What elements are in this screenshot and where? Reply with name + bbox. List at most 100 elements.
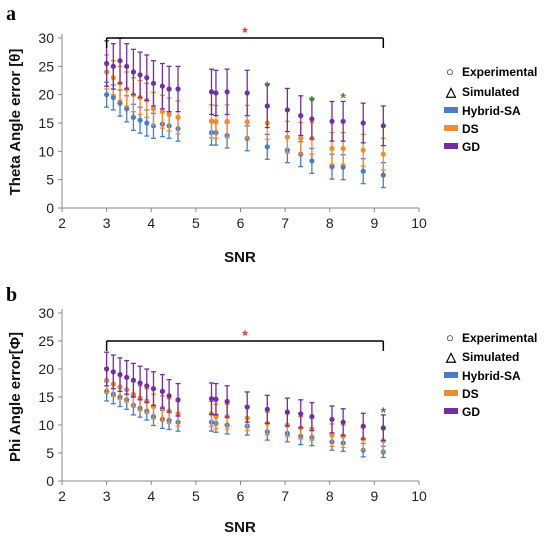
panel-b-point-gd	[340, 419, 346, 425]
panel-b-x-tick-label: 5	[192, 488, 200, 504]
panel-b-legend: ○ Experimental △ Simulated Hybrid-SA DS …	[444, 330, 537, 419]
legend-a-gd-swatch	[444, 143, 458, 149]
panel-a-point-hybrid	[110, 94, 116, 101]
panel-b-point-ds	[329, 432, 335, 438]
panel-a-significance-star: *	[340, 90, 346, 106]
legend-b-simulated: Simulated	[462, 350, 519, 364]
legend-a-hybrid: Hybrid-SA	[462, 104, 521, 118]
panel-a-point-gd	[224, 89, 230, 95]
panel-a-point-ds	[329, 145, 335, 152]
panel-a-point-gd	[208, 89, 215, 95]
panel-b-x-tick-label: 2	[58, 488, 66, 504]
legend-a-gd: GD	[462, 140, 480, 154]
panel-a-point-ds	[224, 118, 230, 124]
legend-b-experimental: Experimental	[462, 331, 537, 345]
panel-a-x-tick-label: 9	[370, 215, 378, 231]
panel-a-significance-star: *	[265, 78, 271, 94]
panel-a-point-gd	[309, 116, 315, 122]
panel-a-point-hybrid	[117, 100, 123, 106]
panel-a-point-hybrid	[104, 92, 110, 98]
legend-b-ds-swatch	[444, 390, 458, 396]
panel-a-point-gd	[284, 107, 290, 113]
panel-a-x-tick-label: 6	[237, 215, 245, 231]
panel-a-y-tick-label: 5	[46, 172, 54, 188]
panel-a-point-gd	[117, 58, 123, 64]
legend-b-ds: DS	[462, 387, 479, 401]
panel-b-y-tick-label: 10	[38, 417, 54, 433]
panel-a-point-ds	[175, 114, 181, 120]
panel-b: b Phi Angle error[Φ] SNR 0 5 10 15 20 25 30 2 3 4…	[6, 284, 537, 536]
panel-b-y-tick-label: 20	[38, 361, 54, 377]
panel-a-point-hybrid	[360, 168, 366, 174]
panel-b-x-tick-label: 7	[281, 488, 289, 504]
panel-b-x-tick-label: 10	[411, 488, 427, 504]
panel-a-x-tick-label: 2	[58, 215, 66, 231]
panel-a-point-ds	[213, 119, 219, 125]
panel-b-x-tick-label: 4	[147, 488, 155, 504]
panel-b-point-gd	[329, 416, 335, 422]
panel-a-point-gd	[360, 120, 366, 126]
panel-a-point-hybrid	[329, 164, 335, 170]
panel-b-ylabel: Phi Angle error[Φ]	[7, 332, 24, 462]
panel-a-point-gd	[244, 90, 250, 96]
legend-b-gd: GD	[462, 405, 480, 419]
panel-b-letter: b	[6, 284, 17, 306]
panel-a-point-hybrid	[130, 114, 136, 120]
panel-b-point-gd	[117, 372, 123, 378]
panel-b-point-gd	[224, 398, 230, 405]
panel-b-y-tick-label: 25	[38, 333, 54, 349]
panel-a-x-tick-label: 3	[103, 215, 111, 231]
panel-b-point-gd	[309, 414, 315, 420]
panel-a-y-tick-label: 0	[46, 200, 54, 216]
panel-b-point-gd	[380, 425, 386, 431]
legend-a-ds-swatch	[444, 125, 458, 131]
panel-b-point-gd	[175, 397, 181, 403]
legend-b-hybrid-swatch	[444, 372, 458, 378]
panel-a-y-tick-label: 15	[38, 115, 54, 131]
panel-a-point-hybrid	[340, 164, 346, 170]
panel-b-y-tick-label: 15	[38, 389, 54, 405]
panel-a-legend: ○ Experimental △ Simulated Hybrid-SA DS …	[444, 64, 537, 154]
panel-a-point-ds	[208, 118, 215, 124]
panel-a-point-hybrid	[380, 172, 386, 178]
panel-a-point-hybrid	[137, 117, 143, 123]
panel-b-point-gd	[244, 404, 250, 410]
panel-a-bracket-star: *	[242, 24, 248, 40]
panel-a-point-ds	[298, 135, 304, 141]
panel-a-point-gd	[329, 118, 335, 124]
panel-b-point-gd	[166, 393, 172, 399]
legend-b-gd-swatch	[444, 408, 458, 414]
panel-b-x-tick-label: 6	[237, 488, 245, 504]
panel-b-point-gd	[144, 383, 150, 389]
panel-a-point-hybrid	[264, 144, 270, 150]
panel-a-point-gd	[380, 123, 386, 129]
panel-a-point-gd	[175, 86, 181, 92]
panel-b-point-gd	[150, 386, 157, 392]
panel-a-xlabel: SNR	[224, 249, 256, 266]
panel-b-y-tick-label: 0	[46, 473, 54, 489]
panel-a-point-gd	[150, 80, 157, 86]
panel-b-point-gd	[284, 409, 290, 415]
legend-b-triangle-icon: △	[445, 349, 457, 364]
panel-b-plot: 0 5 10 15 20 25 30 2 3 4 5 6 7 8 9 10 * *	[38, 305, 427, 504]
panel-b-y-tick-label: 5	[46, 445, 54, 461]
panel-a-plot: 0 5 10 15 20 25 30 2 3 4 5 6 7 8 9 10 * * * *	[38, 24, 427, 231]
panel-a-point-ds	[159, 109, 166, 115]
panel-b-bracket-star: *	[242, 327, 248, 343]
panel-a-y-tick-label: 25	[38, 58, 54, 74]
legend-a-experimental: Experimental	[462, 65, 537, 79]
legend-a-hybrid-swatch	[444, 107, 458, 113]
panel-b-point-gd	[360, 423, 366, 429]
panel-a-ylabel: Theta Angle error [θ]	[7, 49, 24, 196]
panel-b-point-gd	[104, 366, 110, 372]
panel-b-point-gd	[110, 369, 116, 375]
panel-b-point-gd	[264, 406, 270, 412]
panel-a-point-ds	[244, 119, 250, 125]
panel-a-point-gd	[159, 83, 166, 89]
panel-a-point-ds	[340, 145, 346, 152]
panel-a-x-tick-label: 4	[147, 215, 155, 231]
panel-a-point-gd	[110, 63, 116, 69]
panel-a-point-hybrid	[144, 120, 150, 126]
panel-a: a Theta Angle error [θ] SNR 051015202530…	[6, 3, 537, 266]
panel-a-point-ds	[360, 147, 366, 153]
